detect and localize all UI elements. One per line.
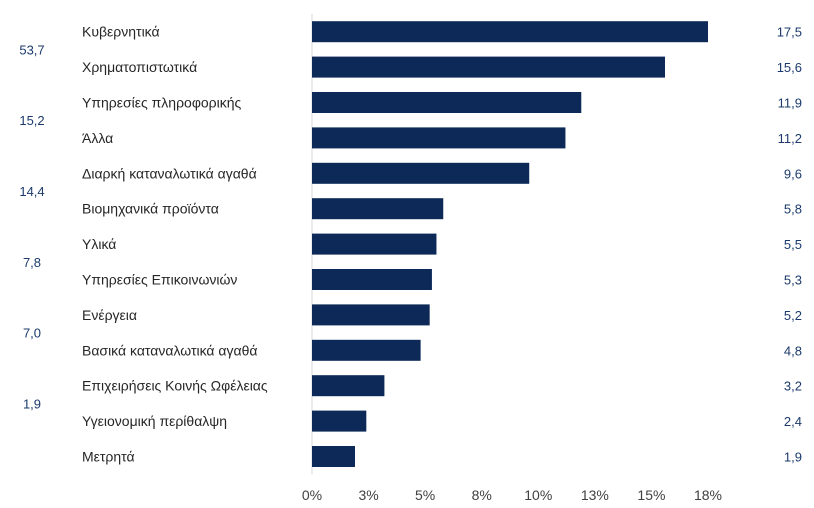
value-label: 5,3 xyxy=(784,273,802,288)
bar xyxy=(312,198,444,220)
value-label: 5,5 xyxy=(784,237,802,252)
group-labels: 53,7 15,2 14,4 7,8 7,0 1,9 xyxy=(19,42,44,411)
category-label: Μετρητά xyxy=(82,449,135,465)
bar xyxy=(312,127,566,149)
x-tick-label: 13% xyxy=(581,487,609,503)
category-label: Υπηρεσίες πληροφορικής xyxy=(82,95,242,111)
bar xyxy=(312,56,666,78)
category-label: Υλικά xyxy=(82,236,116,252)
value-label: 3,2 xyxy=(784,379,802,394)
category-label: Άλλα xyxy=(82,130,113,146)
group-total-label: 7,8 xyxy=(23,255,41,270)
value-label: 11,9 xyxy=(778,96,802,111)
category-label: Χρηματοπιστωτικά xyxy=(82,59,197,75)
x-tick-label: 8% xyxy=(472,487,492,503)
x-axis-tick-labels: 0% 3% 5% 8% 10% 13% 15% 18% xyxy=(302,487,722,503)
group-total-label: 7,0 xyxy=(23,326,41,341)
category-labels: Κυβερνητικά Χρηματοπιστωτικά Υπηρεσίες πλη… xyxy=(82,24,268,465)
category-label: Υγειονομική περίθαλψη xyxy=(82,413,227,429)
value-label: 17,5 xyxy=(777,25,802,40)
category-label: Επιχειρήσεις Κοινής Ωφέλειας xyxy=(82,378,268,394)
group-total-label: 53,7 xyxy=(19,42,44,57)
value-label: 5,8 xyxy=(784,202,802,217)
value-label: 4,8 xyxy=(784,343,802,358)
bar xyxy=(312,233,437,255)
category-label: Βιομηχανικά προϊόντα xyxy=(82,201,219,217)
value-label: 15,6 xyxy=(777,60,802,75)
category-label: Υπηρεσίες Επικοινωνιών xyxy=(82,272,237,288)
value-label: 2,4 xyxy=(784,414,802,429)
group-total-label: 1,9 xyxy=(23,396,41,411)
value-labels: 17,5 15,6 11,9 11,2 9,6 5,8 5,5 5,3 5,2 4,8 3,2 2,4… xyxy=(777,25,802,465)
x-tick-label: 15% xyxy=(637,487,665,503)
bar xyxy=(312,375,385,397)
value-label: 11,2 xyxy=(778,131,802,146)
bar xyxy=(312,21,708,43)
x-tick-label: 5% xyxy=(415,487,435,503)
bar xyxy=(312,410,367,432)
value-label: 9,6 xyxy=(784,166,802,181)
group-total-label: 15,2 xyxy=(19,113,44,128)
bar xyxy=(312,92,582,113)
value-label: 5,2 xyxy=(784,308,802,323)
category-label: Διαρκή καταναλωτικά αγαθά xyxy=(82,165,257,181)
bar xyxy=(312,162,530,184)
x-tick-label: 0% xyxy=(302,487,322,503)
value-label: 1,9 xyxy=(784,450,802,465)
x-tick-label: 18% xyxy=(694,487,722,503)
category-label: Βασικά καταναλωτικά αγαθά xyxy=(82,342,257,358)
category-label: Κυβερνητικά xyxy=(82,24,160,40)
group-total-label: 14,4 xyxy=(19,184,44,199)
bar xyxy=(312,269,432,290)
category-label: Ενέργεια xyxy=(82,307,137,323)
x-tick-label: 10% xyxy=(524,487,552,503)
bar xyxy=(312,304,430,326)
bar xyxy=(312,339,421,361)
bar xyxy=(312,446,355,467)
x-tick-label: 3% xyxy=(358,487,378,503)
bars xyxy=(312,21,708,467)
